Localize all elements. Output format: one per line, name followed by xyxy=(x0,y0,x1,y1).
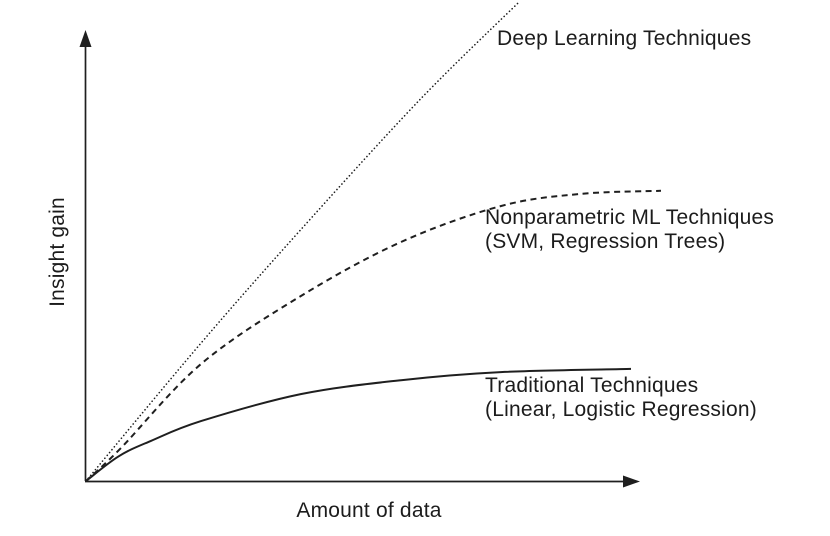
annotation-nonparametric: Nonparametric ML Techniques (SVM, Regres… xyxy=(485,206,774,254)
series-curve-2 xyxy=(85,367,632,482)
axes xyxy=(79,30,640,488)
curves-layer xyxy=(85,1,662,482)
series-curve-1 xyxy=(85,189,662,482)
annotation-deep-learning: Deep Learning Techniques xyxy=(497,27,751,51)
annotation-deep-learning-line1: Deep Learning Techniques xyxy=(497,27,752,50)
annotation-traditional-line2: (Linear, Logistic Regression) xyxy=(485,398,757,421)
annotation-traditional: Traditional Techniques (Linear, Logistic… xyxy=(485,374,757,422)
annotation-nonparametric-line1: Nonparametric ML Techniques xyxy=(485,206,775,229)
annotation-traditional-line1: Traditional Techniques xyxy=(485,374,699,397)
series-curve-0 xyxy=(85,1,521,482)
y-axis-arrowhead xyxy=(79,30,92,47)
annotation-nonparametric-line2: (SVM, Regression Trees) xyxy=(485,230,726,253)
x-axis-label: Amount of data xyxy=(296,499,442,522)
x-axis-arrowhead xyxy=(623,475,640,488)
y-axis-label: Insight gain xyxy=(46,197,69,307)
